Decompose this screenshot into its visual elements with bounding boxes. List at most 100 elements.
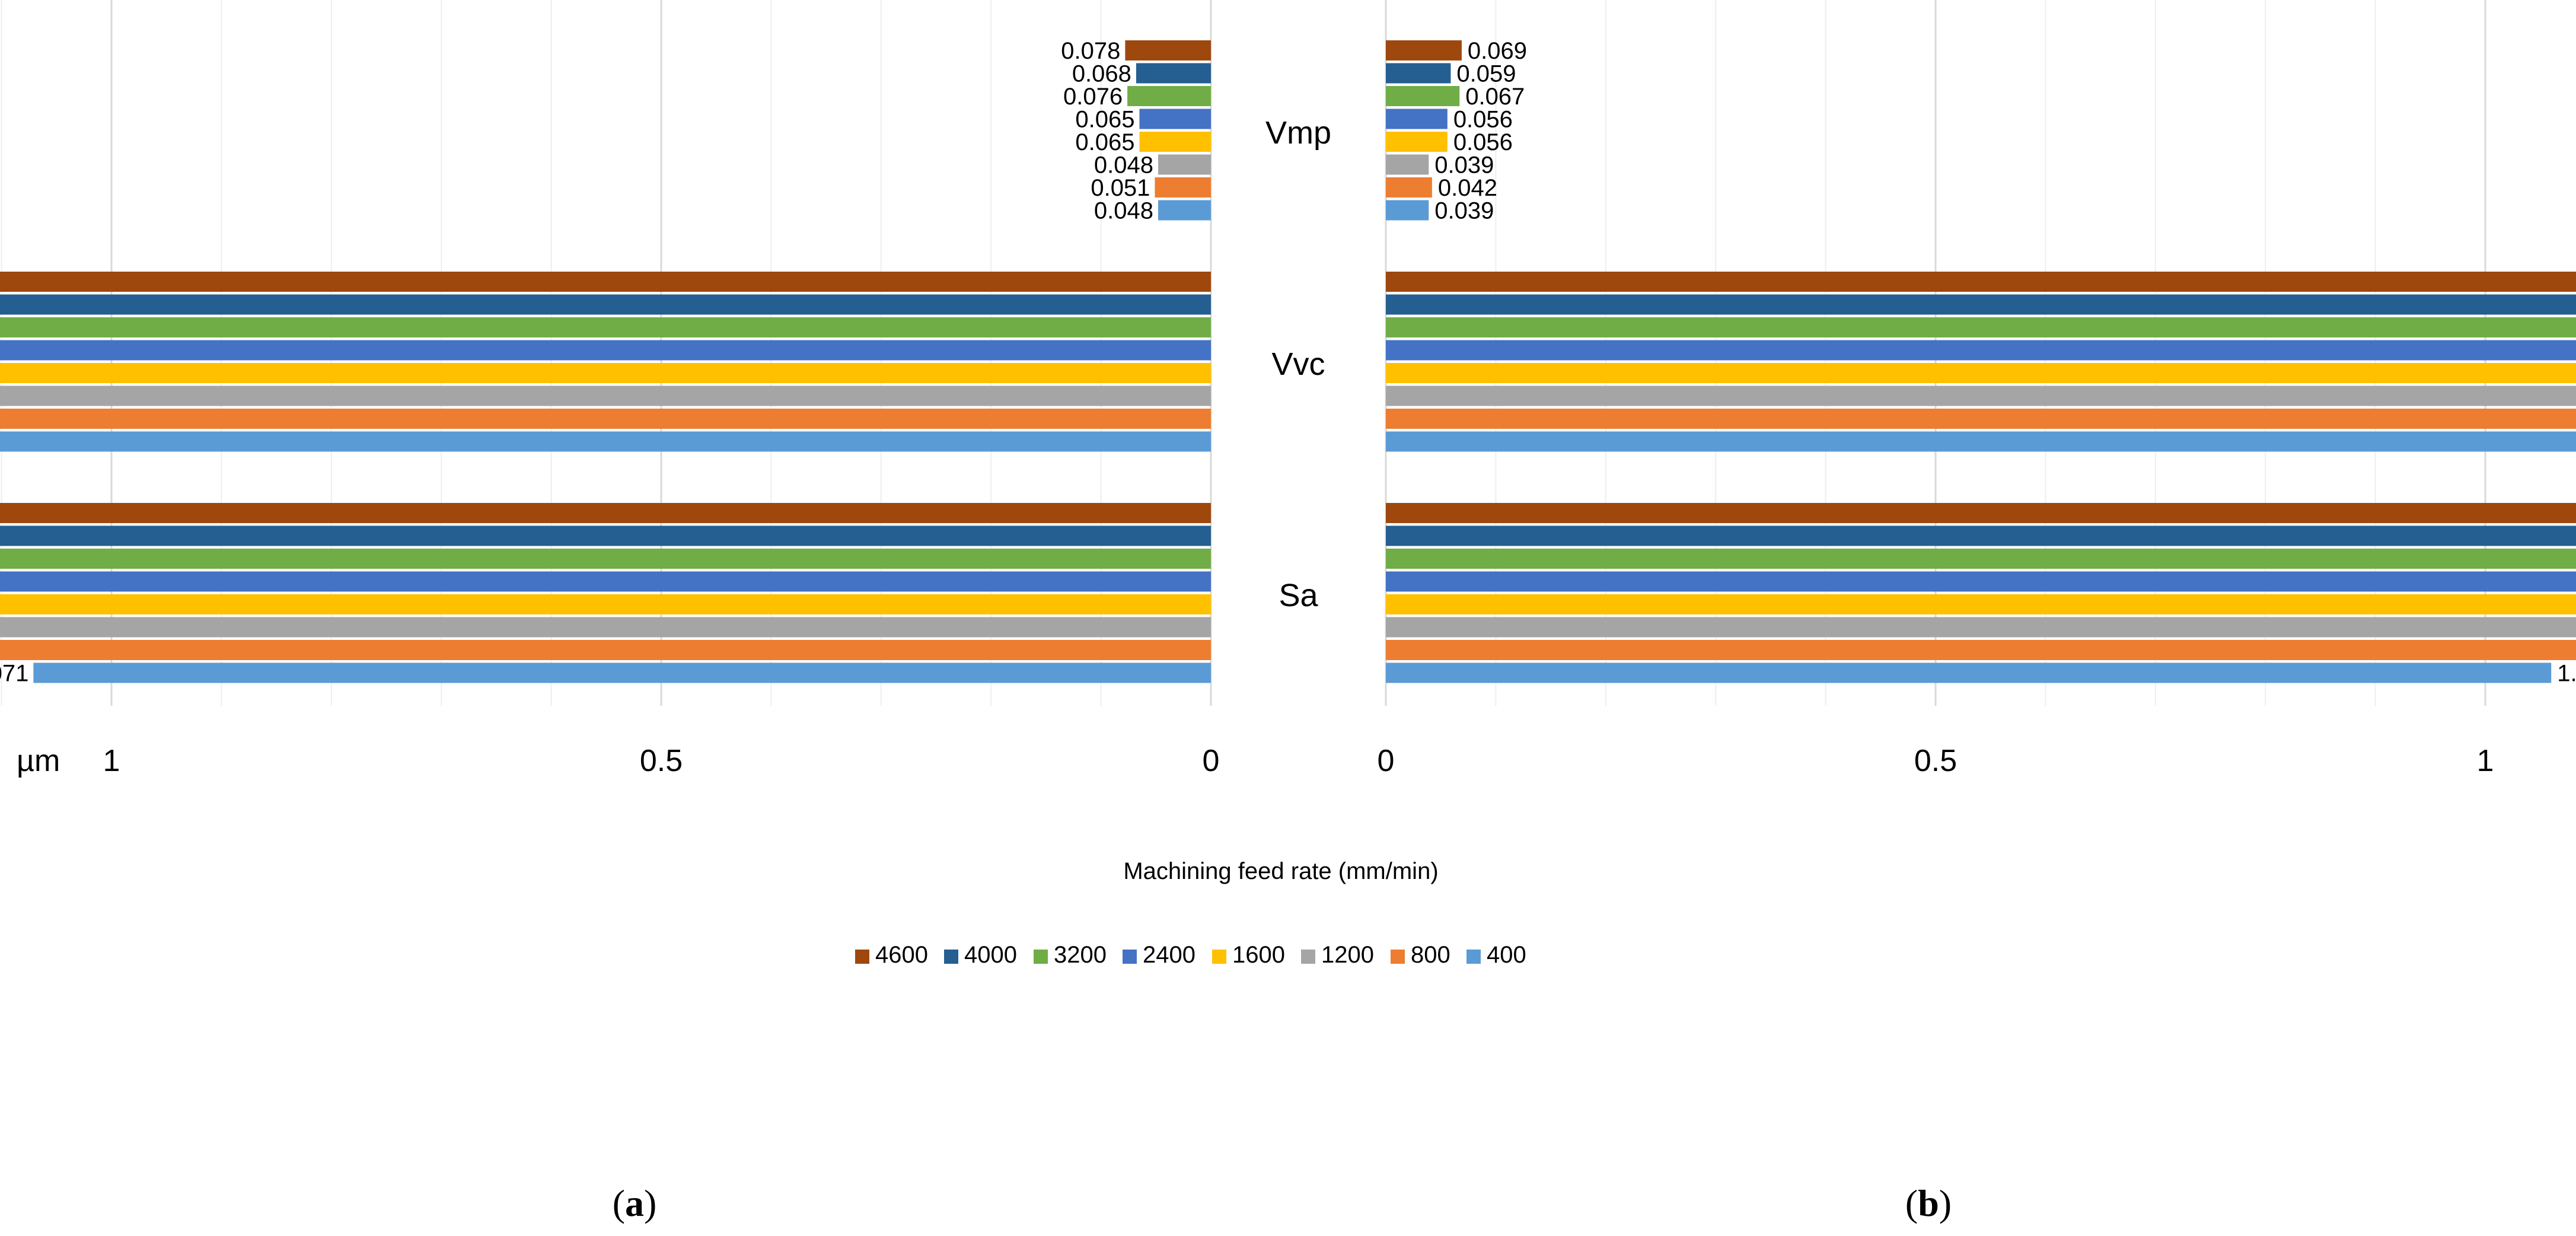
legend-label-1600: 1600 bbox=[1232, 942, 1285, 968]
legend-label-4600: 4600 bbox=[875, 942, 928, 968]
bar-b-vvc-400 bbox=[1386, 431, 2576, 452]
bar-a-sa-1600 bbox=[0, 594, 1211, 614]
bar-a-vmp-4000 bbox=[1136, 63, 1211, 84]
data-label-b-vmp-800: 0.042 bbox=[1438, 175, 1497, 201]
data-label-b-vmp-2400: 0.056 bbox=[1453, 107, 1513, 133]
legend-swatch-1200 bbox=[1301, 950, 1315, 964]
data-labels: 0.0780.0680.0760.0650.0650.0480.0510.048… bbox=[0, 38, 2576, 687]
bar-b-vvc-1200 bbox=[1386, 386, 2576, 406]
bar-b-vmp-2400 bbox=[1386, 109, 1448, 129]
data-label-b-vmp-1600: 0.056 bbox=[1453, 129, 1513, 155]
bar-a-vvc-800 bbox=[0, 409, 1212, 429]
data-label-a-vmp-4600: 0.078 bbox=[1061, 38, 1120, 64]
bar-b-vvc-2400 bbox=[1386, 340, 2576, 361]
data-label-b-vmp-400: 0.039 bbox=[1434, 198, 1494, 224]
data-label-a-vmp-1600: 0.065 bbox=[1075, 129, 1134, 155]
category-labels: Vmp Vvc Sa bbox=[1265, 115, 1331, 613]
bar-a-vmp-4600 bbox=[1125, 40, 1211, 60]
legend-swatch-4600 bbox=[855, 950, 869, 964]
bar-a-vvc-1600 bbox=[0, 363, 1212, 383]
legend-label-800: 800 bbox=[1411, 942, 1450, 968]
bar-a-sa-4600 bbox=[0, 503, 1212, 523]
bar-b-vmp-3200 bbox=[1386, 86, 1460, 106]
bar-b-vvc-4000 bbox=[1386, 294, 2576, 315]
bar-b-vmp-400 bbox=[1386, 200, 1429, 221]
bar-a-vmp-1200 bbox=[1158, 154, 1211, 175]
bar-b-sa-4600 bbox=[1386, 503, 2576, 523]
bar-b-sa-4000 bbox=[1386, 525, 2576, 546]
tick-label-a: 1 bbox=[103, 744, 120, 778]
bar-a-sa-1200 bbox=[0, 617, 1211, 638]
data-label-b-vmp-1200: 0.039 bbox=[1434, 152, 1494, 179]
bar-a-sa-3200 bbox=[0, 549, 1211, 569]
legend-label-4000: 4000 bbox=[964, 942, 1017, 968]
category-label-sa: Sa bbox=[1279, 578, 1318, 613]
legend-swatch-400 bbox=[1466, 950, 1481, 964]
bar-a-sa-800 bbox=[0, 640, 1211, 660]
bar-a-vmp-2400 bbox=[1139, 109, 1211, 129]
legend-swatch-2400 bbox=[1123, 950, 1137, 964]
legend-swatch-800 bbox=[1391, 950, 1405, 964]
category-label-vmp: Vmp bbox=[1265, 115, 1331, 151]
data-label-b-vmp-4000: 0.059 bbox=[1456, 61, 1516, 87]
tick-label-a: 0.5 bbox=[640, 744, 683, 778]
data-label-a-sa-400: 1.071 bbox=[0, 661, 28, 687]
bar-b-vmp-800 bbox=[1386, 177, 1432, 197]
data-label-a-vmp-4000: 0.068 bbox=[1072, 61, 1131, 87]
bar-b-sa-3200 bbox=[1386, 549, 2576, 569]
data-label-a-vmp-400: 0.048 bbox=[1094, 198, 1153, 224]
bar-b-vvc-800 bbox=[1386, 409, 2576, 429]
tick-label-b: 0 bbox=[1378, 744, 1395, 778]
bar-b-vmp-4000 bbox=[1386, 63, 1451, 84]
legend-swatch-3200 bbox=[1034, 950, 1048, 964]
data-label-a-vmp-1200: 0.048 bbox=[1094, 152, 1153, 179]
tick-label-b: 0.5 bbox=[1914, 744, 1957, 778]
bar-b-vvc-4600 bbox=[1386, 272, 2576, 292]
bar-b-vvc-1600 bbox=[1386, 363, 2576, 383]
bar-a-vvc-2400 bbox=[0, 340, 1212, 361]
data-label-a-vmp-3200: 0.076 bbox=[1063, 84, 1123, 110]
legend-label-1200: 1200 bbox=[1321, 942, 1374, 968]
bar-a-vmp-400 bbox=[1158, 200, 1211, 221]
data-label-b-vmp-3200: 0.067 bbox=[1465, 84, 1525, 110]
bar-b-vmp-4600 bbox=[1386, 40, 1462, 60]
bar-a-vvc-3200 bbox=[0, 317, 1212, 337]
bar-a-sa-4000 bbox=[0, 525, 1211, 546]
bar-b-vvc-3200 bbox=[1386, 317, 2576, 337]
bars bbox=[0, 40, 2576, 683]
bar-b-sa-2400 bbox=[1386, 571, 2576, 592]
x-axis-title: Machining feed rate (mm/min) bbox=[1123, 858, 1438, 884]
legend-swatch-4000 bbox=[944, 950, 958, 964]
bar-b-sa-1200 bbox=[1386, 617, 2576, 638]
bar-a-vmp-3200 bbox=[1127, 86, 1211, 106]
bar-b-sa-400 bbox=[1386, 662, 2552, 683]
legend-label-3200: 3200 bbox=[1054, 942, 1107, 968]
data-label-b-sa-400: 1.06 bbox=[2557, 661, 2576, 687]
bar-b-vmp-1200 bbox=[1386, 154, 1429, 175]
legend-label-2400: 2400 bbox=[1143, 942, 1195, 968]
bar-b-vmp-1600 bbox=[1386, 132, 1448, 152]
bar-a-vvc-400 bbox=[0, 431, 1212, 452]
panel-b-label: (b) bbox=[1905, 1182, 1952, 1224]
unit-label: µm bbox=[17, 744, 60, 778]
legend-swatch-1600 bbox=[1212, 950, 1226, 964]
bar-b-sa-800 bbox=[1386, 640, 2576, 660]
panel-a-label: (a) bbox=[613, 1182, 657, 1224]
bar-a-vmp-1600 bbox=[1139, 132, 1211, 152]
tick-label-a: 0 bbox=[1203, 744, 1220, 778]
data-label-b-vmp-4600: 0.069 bbox=[1468, 38, 1527, 64]
bar-a-vvc-1200 bbox=[0, 386, 1211, 406]
data-label-a-vmp-2400: 0.065 bbox=[1075, 107, 1134, 133]
bar-a-sa-400 bbox=[33, 662, 1212, 683]
bar-a-vmp-800 bbox=[1155, 177, 1211, 197]
bar-b-sa-1600 bbox=[1386, 594, 2576, 614]
legend-label-400: 400 bbox=[1487, 942, 1526, 968]
category-label-vvc: Vvc bbox=[1271, 346, 1325, 382]
bar-a-vvc-4000 bbox=[0, 294, 1211, 315]
tick-label-b: 1 bbox=[2477, 744, 2494, 778]
bar-a-vvc-4600 bbox=[0, 272, 1211, 292]
data-label-a-vmp-800: 0.051 bbox=[1091, 175, 1150, 201]
legend: 4600 4000 3200 2400 1600 1200 800 400 bbox=[855, 942, 1526, 968]
